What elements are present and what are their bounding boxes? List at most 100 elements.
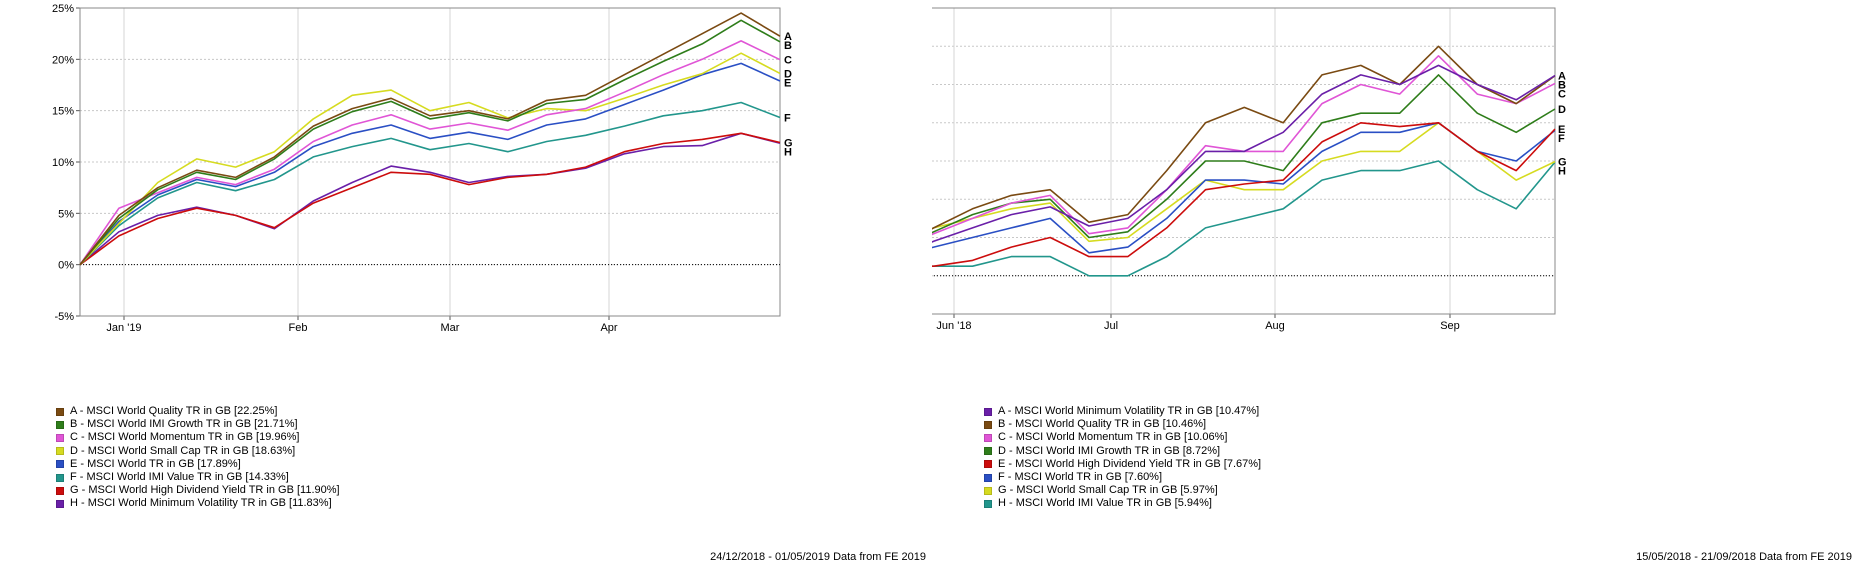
legend-label: B - MSCI World IMI Growth TR in GB [21.7… [70,418,298,431]
series-end-label: E [784,77,791,89]
legend-item: D - MSCI World IMI Growth TR in GB [8.72… [984,445,1261,458]
legend-label: D - MSCI World Small Cap TR in GB [18.63… [70,444,296,457]
left-line-chart: 25% 20% 15% 10% 5% 0% -5% Jan '19 Feb Mar Apr ABCDE… [52,3,793,334]
series-end-label: E [1558,124,1565,136]
series-end-label: D [784,68,792,80]
series-line-a [79,12,781,266]
legend-label: F - MSCI World TR in GB [7.60%] [998,470,1163,483]
series-end-label: C [1558,89,1566,101]
series-end-label: B [1558,80,1566,92]
legend-swatch [56,420,64,429]
legend-swatch [984,420,992,429]
legend-swatch [56,499,64,508]
legend-swatch [56,433,64,442]
legend-item: A - MSCI World Quality TR in GB [22.25%] [56,405,340,418]
right-chart-panel: 14%12%10%8%6%4%2%0%-2%Jun '18JulAugSepAB… [932,0,1864,571]
legend-swatch [56,407,64,416]
legend-swatch [56,486,64,495]
legend-swatch [984,447,992,456]
series-line-g [79,132,781,266]
legend-label: H - MSCI World Minimum Volatility TR in … [70,497,332,510]
series-line-c [79,40,781,266]
legend-swatch [984,433,992,442]
legend-swatch [984,473,992,482]
y-tick-label: 20% [52,54,74,66]
series-line-c [932,54,1556,236]
legend-label: C - MSCI World Momentum TR in GB [19.96%… [70,431,300,444]
left-chart-footer: 24/12/2018 - 01/05/2019 Data from FE 201… [710,551,926,563]
legend-item: G - MSCI World Small Cap TR in GB [5.97%… [984,484,1261,497]
legend-swatch [56,473,64,482]
legend-swatch [56,460,64,469]
legend-label: B - MSCI World Quality TR in GB [10.46%] [998,418,1207,431]
series-line-b [932,45,1556,230]
legend-label: E - MSCI World High Dividend Yield TR in… [998,457,1262,470]
series-end-label: F [784,113,791,125]
series-line-d [932,74,1556,239]
y-tick-label: 10% [52,157,74,169]
series-end-label: A [784,31,792,43]
legend-item: B - MSCI World IMI Growth TR in GB [21.7… [56,418,340,431]
series-end-label: H [1558,166,1566,178]
series-line-d [79,52,781,266]
legend-label: A - MSCI World Quality TR in GB [22.25%] [70,405,278,417]
legend-swatch [984,486,992,495]
series-end-label: A [1558,71,1566,83]
legend-item: C - MSCI World Momentum TR in GB [10.06%… [984,431,1261,444]
legend-label: D - MSCI World IMI Growth TR in GB [8.72… [998,444,1221,457]
legend-item: H - MSCI World Minimum Volatility TR in … [56,497,340,510]
x-tick-label: Jan '19 [106,322,141,334]
legend-label: E - MSCI World TR in GB [17.89%] [70,457,241,470]
plot-frame [79,7,781,317]
right-line-chart: 14%12%10%8%6%4%2%0%-2%Jun '18JulAugSepAB… [932,7,1567,332]
x-tick-label: Sep [1440,320,1460,332]
left-chart-legend: A - MSCI World Quality TR in GB [22.25%]… [56,405,340,511]
right-chart-legend: A - MSCI World Minimum Volatility TR in … [984,405,1261,511]
y-tick-label: -5% [54,311,74,323]
series-line-e [79,62,781,266]
series-line-h [79,132,781,266]
series-line-f [79,101,781,266]
legend-item: D - MSCI World Small Cap TR in GB [18.63… [56,445,340,458]
x-tick-label: Feb [289,322,308,334]
y-tick-label: 0% [58,260,74,272]
legend-label: G - MSCI World High Dividend Yield TR in… [70,484,340,497]
right-chart-footer: 15/05/2018 - 21/09/2018 Data from FE 201… [1636,551,1852,563]
y-tick-label: 25% [52,3,74,15]
legend-swatch [56,447,64,456]
legend-item: B - MSCI World Quality TR in GB [10.46%] [984,418,1261,431]
series-end-label: C [784,55,792,67]
left-chart-panel: 25% 20% 15% 10% 5% 0% -5% Jan '19 Feb Mar Apr A B C D E… [52,3,926,563]
legend-item: F - MSCI World IMI Value TR in GB [14.33… [56,471,340,484]
legend-label: G - MSCI World Small Cap TR in GB [5.97%… [998,484,1218,497]
legend-item: G - MSCI World High Dividend Yield TR in… [56,484,340,497]
legend-label: C - MSCI World Momentum TR in GB [10.06%… [998,431,1228,444]
series-end-label: G [1558,157,1567,169]
x-tick-label: Aug [1265,320,1285,332]
plot-frame [932,7,1556,315]
legend-label: H - MSCI World IMI Value TR in GB [5.94%… [998,497,1212,510]
y-tick-label: 5% [58,208,74,220]
series-end-label: G [784,137,793,149]
legend-label: A - MSCI World Minimum Volatility TR in … [998,405,1260,417]
series-end-label: D [1558,104,1566,116]
legend-item: F - MSCI World TR in GB [7.60%] [984,471,1261,484]
series-line-a [932,64,1556,243]
series-line-b [79,19,781,266]
x-tick-label: Jul [1104,320,1118,332]
legend-label: F - MSCI World IMI Value TR in GB [14.33… [70,470,289,483]
legend-item: A - MSCI World Minimum Volatility TR in … [984,405,1261,418]
x-tick-label: Mar [441,322,460,334]
legend-swatch [984,499,992,508]
legend-swatch [984,407,992,416]
series-line-h [932,160,1556,277]
series-line-e [932,122,1556,268]
legend-item: C - MSCI World Momentum TR in GB [19.96%… [56,431,340,444]
legend-swatch [984,460,992,469]
legend-item: E - MSCI World TR in GB [17.89%] [56,458,340,471]
series-end-label: F [1558,133,1565,145]
x-tick-label: Apr [600,322,617,334]
legend-item: E - MSCI World High Dividend Yield TR in… [984,458,1261,471]
y-tick-label: 15% [52,106,74,118]
x-tick-label: Jun '18 [936,320,971,332]
